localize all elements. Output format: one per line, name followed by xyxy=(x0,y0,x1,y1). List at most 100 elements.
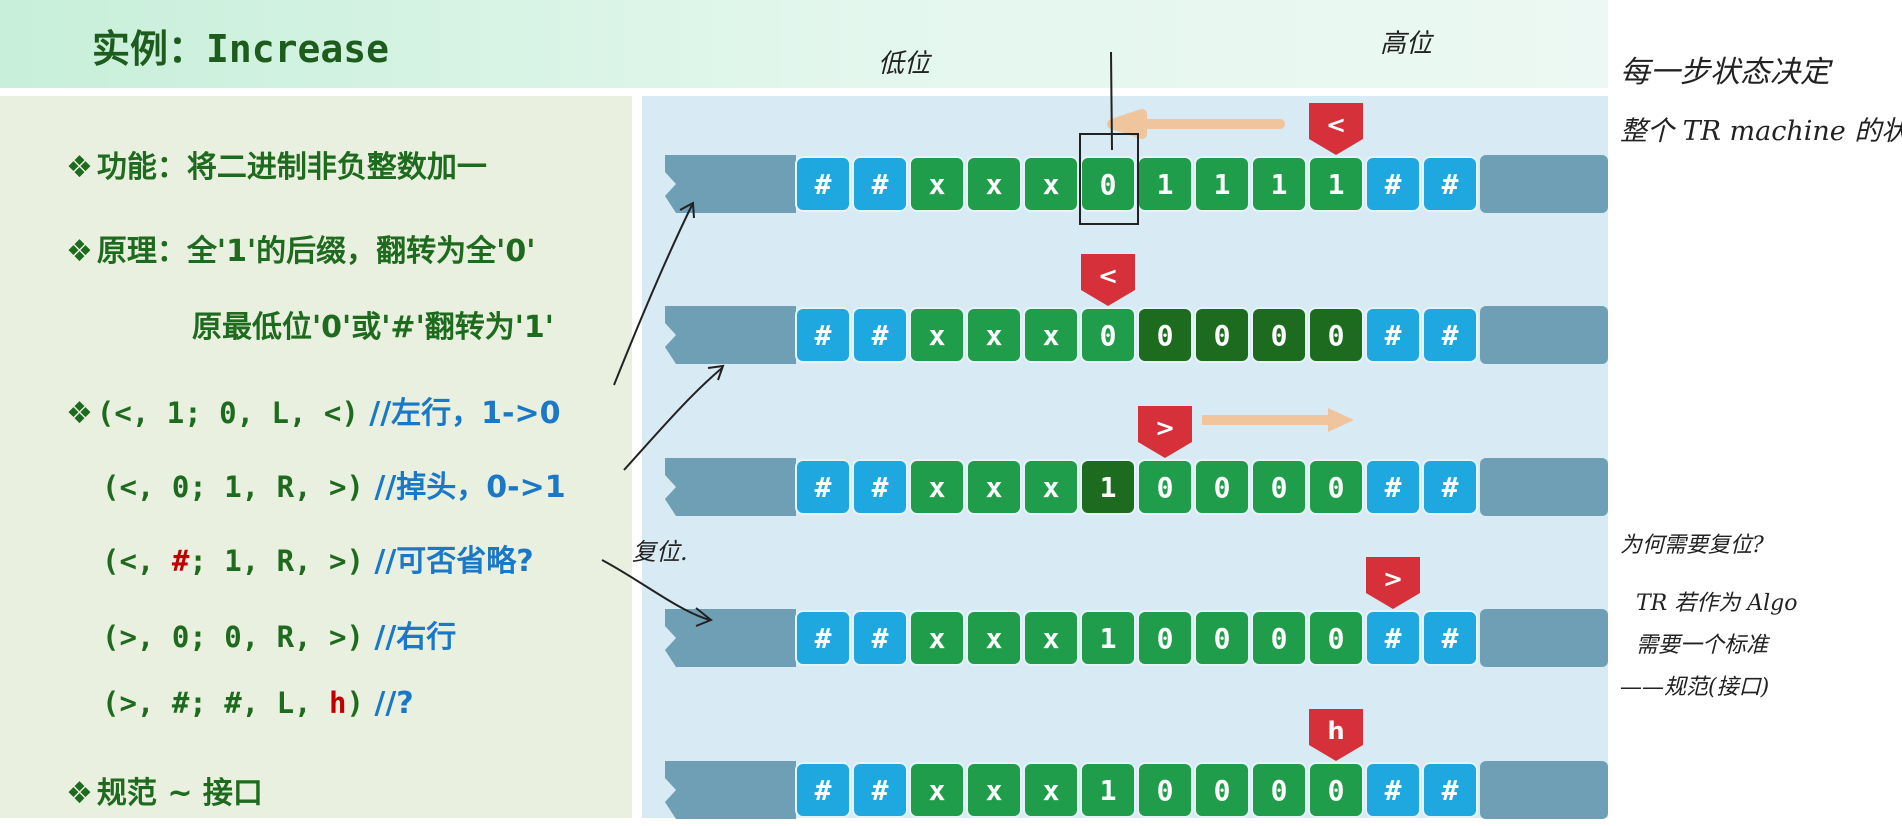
tape-cell-symbol: 0 xyxy=(1271,622,1288,655)
head-symbol: h xyxy=(1327,717,1344,745)
tape-cell-symbol: # xyxy=(815,319,832,352)
tape-cell xyxy=(795,610,851,666)
tape-cell xyxy=(1365,459,1421,515)
tape-cell xyxy=(966,762,1022,818)
right-panel xyxy=(642,96,1608,818)
tape-cell-symbol: # xyxy=(872,774,889,807)
tape-body-left xyxy=(665,609,796,667)
handwritten-note-note2-line1: 为何需要复位? xyxy=(1620,533,1764,558)
spec-text: 规范 ~ 接口 xyxy=(96,776,263,811)
tape-cell xyxy=(1251,610,1307,666)
head-symbol: > xyxy=(1383,565,1403,593)
tape-cell xyxy=(1194,156,1250,212)
tape-cell xyxy=(1080,762,1136,818)
handwritten-note-note2-line3: 需要一个标准 xyxy=(1636,633,1771,658)
tape-body-left xyxy=(665,458,796,516)
tape-body-right xyxy=(1480,458,1608,516)
tape-cell xyxy=(1365,156,1421,212)
rule-3-code-b: # xyxy=(171,544,190,578)
tape-cell-symbol: # xyxy=(1385,622,1402,655)
tape-cell xyxy=(909,156,965,212)
tape-cell-symbol: # xyxy=(872,168,889,201)
hand-pointer-line xyxy=(1110,51,1113,151)
tape-cell xyxy=(1422,459,1478,515)
tape-body-right xyxy=(1480,306,1608,364)
tape-cell-symbol: 0 xyxy=(1100,168,1117,201)
tape-cell-symbol: # xyxy=(815,471,832,504)
tape-cell-symbol: 0 xyxy=(1157,622,1174,655)
tape-cell-symbol: 1 xyxy=(1100,774,1117,807)
tape-cell-symbol: 0 xyxy=(1214,471,1231,504)
line-rule-3: (<, #; 1, R, >) //可否省略? xyxy=(102,536,534,580)
tape-cell xyxy=(1308,762,1364,818)
tape-cell xyxy=(909,459,965,515)
tape-cell-symbol: x xyxy=(986,319,1003,352)
tape-cell-symbol: 0 xyxy=(1214,622,1231,655)
line-rule-5: (>, #; #, L, h) //? xyxy=(102,686,414,721)
head-symbol: < xyxy=(1098,262,1118,290)
tape-cell-symbol: 0 xyxy=(1157,471,1174,504)
rule-4-code: (>, 0; 0, R, >) xyxy=(102,620,364,654)
tape-cell xyxy=(852,762,908,818)
tape-cell xyxy=(1422,762,1478,818)
rule-5-comment: //? xyxy=(374,686,414,721)
tape-cell-symbol: # xyxy=(1442,319,1459,352)
tape-cell xyxy=(1251,459,1307,515)
rule-2-comment: //掉头，0->1 xyxy=(374,470,566,505)
tape-cell-symbol: 0 xyxy=(1328,622,1345,655)
tape-cell-symbol: x xyxy=(986,774,1003,807)
tape-cell xyxy=(1023,610,1079,666)
tape-cell xyxy=(909,762,965,818)
tape-cell xyxy=(795,762,851,818)
hand-arrow-1 xyxy=(613,201,695,386)
tape-cell xyxy=(1251,762,1307,818)
rule-3-code-a: (<, xyxy=(102,544,172,578)
head-marker xyxy=(1366,557,1420,609)
tape-cell xyxy=(1422,610,1478,666)
title-band xyxy=(0,0,1608,88)
handwritten-note-note1-line1: 每一步状态决定 xyxy=(1620,55,1833,90)
tape-cell xyxy=(1308,610,1364,666)
tape-cell xyxy=(1194,762,1250,818)
tape-cell-symbol: # xyxy=(1385,319,1402,352)
tape-cell xyxy=(966,610,1022,666)
tape-body-right xyxy=(1480,761,1608,819)
handwritten-note-note1-line2: 整个 TR machine 的状态 xyxy=(1620,116,1902,147)
rule-5-code-b: h xyxy=(328,686,347,720)
tape-cell xyxy=(1365,762,1421,818)
tape-cell xyxy=(1251,156,1307,212)
head-marker xyxy=(1309,709,1363,761)
tape-cell xyxy=(1080,459,1136,515)
tape-cell-symbol: # xyxy=(872,319,889,352)
tape-cell-symbol: 1 xyxy=(1328,168,1345,201)
tape-cell-symbol: 0 xyxy=(1328,471,1345,504)
tape-cell xyxy=(909,307,965,363)
principle-text-2: 原最低位'0'或'#'翻转为'1' xyxy=(192,310,554,345)
tape-cell xyxy=(1080,307,1136,363)
tape-cell xyxy=(1137,307,1193,363)
principle-text-1: 原理：全'1'的后缀，翻转为全'0' xyxy=(96,234,536,269)
rule-4-comment: //右行 xyxy=(374,620,457,655)
tape-cell-symbol: x xyxy=(929,622,946,655)
line-function: ❖ 功能：将二进制非负整数加一 xyxy=(66,142,487,186)
tape-cell-symbol: # xyxy=(1442,471,1459,504)
tape-cell-symbol: # xyxy=(815,774,832,807)
tape-cell-symbol: 1 xyxy=(1157,168,1174,201)
function-text: 功能：将二进制非负整数加一 xyxy=(96,150,487,185)
tape-body-right xyxy=(1480,609,1608,667)
tape-cell xyxy=(1023,307,1079,363)
tape-cell xyxy=(1137,459,1193,515)
tape-cell xyxy=(1194,610,1250,666)
rule-2-code: (<, 0; 1, R, >) xyxy=(102,470,364,504)
tape-cell-symbol: x xyxy=(929,168,946,201)
tape-cell xyxy=(1023,156,1079,212)
title-en: Increase xyxy=(206,27,390,71)
bullet-icon: ❖ xyxy=(66,776,93,811)
handwritten-note-high-bit: 高位 xyxy=(1380,29,1435,59)
tape-cell xyxy=(1194,459,1250,515)
head-marker xyxy=(1138,406,1192,458)
head-symbol: < xyxy=(1326,111,1346,139)
handwritten-note-note2-line4: ——规范(接口) xyxy=(1620,675,1769,700)
tape-cell xyxy=(1023,459,1079,515)
